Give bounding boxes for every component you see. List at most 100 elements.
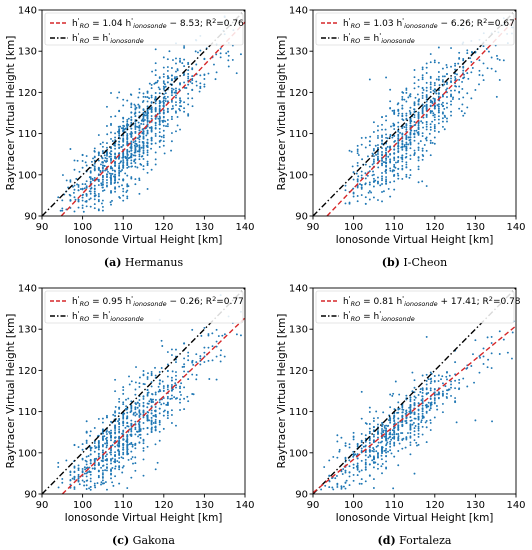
data-point bbox=[448, 374, 451, 377]
data-point bbox=[409, 432, 412, 434]
data-point bbox=[409, 426, 412, 429]
data-point bbox=[178, 108, 181, 110]
data-point bbox=[450, 81, 452, 84]
data-point bbox=[219, 360, 222, 363]
data-point bbox=[103, 159, 106, 162]
data-point bbox=[162, 385, 165, 388]
data-point bbox=[179, 398, 181, 401]
data-point bbox=[134, 402, 137, 405]
data-point bbox=[134, 108, 137, 111]
data-point bbox=[207, 72, 210, 75]
data-point bbox=[103, 164, 106, 167]
data-point bbox=[421, 153, 424, 156]
data-point bbox=[425, 86, 428, 89]
data-point bbox=[430, 401, 433, 404]
data-point bbox=[136, 144, 139, 147]
data-point bbox=[122, 386, 125, 389]
data-point bbox=[328, 475, 331, 477]
data-point bbox=[61, 478, 64, 480]
data-point bbox=[397, 121, 400, 124]
data-point bbox=[150, 428, 153, 431]
data-point bbox=[392, 124, 395, 127]
data-point bbox=[166, 375, 169, 378]
data-point bbox=[481, 74, 484, 77]
data-point bbox=[214, 78, 217, 81]
data-point bbox=[371, 459, 374, 462]
data-point bbox=[146, 119, 149, 122]
data-point bbox=[93, 482, 96, 485]
data-point bbox=[187, 63, 190, 66]
data-point bbox=[85, 420, 88, 423]
data-point bbox=[367, 456, 370, 459]
data-point bbox=[118, 178, 121, 181]
data-point bbox=[405, 134, 408, 137]
data-point bbox=[71, 477, 74, 480]
data-point bbox=[223, 333, 226, 336]
data-point bbox=[198, 90, 201, 93]
data-point bbox=[413, 87, 416, 90]
data-point bbox=[430, 380, 433, 383]
data-point bbox=[352, 431, 355, 434]
data-point bbox=[110, 439, 112, 442]
data-point bbox=[401, 408, 404, 411]
data-point bbox=[101, 417, 104, 420]
data-point bbox=[345, 479, 348, 482]
data-point bbox=[130, 380, 133, 383]
data-point bbox=[101, 161, 104, 164]
data-point bbox=[137, 423, 140, 425]
data-point bbox=[122, 448, 125, 451]
data-point bbox=[162, 129, 165, 132]
data-point bbox=[127, 117, 130, 120]
data-point bbox=[164, 120, 167, 123]
data-point bbox=[391, 437, 394, 439]
data-point bbox=[138, 177, 141, 180]
data-point bbox=[215, 378, 218, 381]
data-point bbox=[150, 83, 153, 86]
data-point bbox=[393, 173, 396, 176]
data-point bbox=[478, 83, 480, 86]
data-point bbox=[191, 75, 194, 78]
panel-caption: (d) Fortaleza bbox=[378, 534, 452, 547]
data-point bbox=[377, 454, 379, 457]
data-point bbox=[360, 449, 363, 452]
data-point bbox=[441, 390, 444, 393]
data-point bbox=[195, 378, 198, 381]
data-point bbox=[134, 120, 137, 123]
data-point bbox=[467, 77, 470, 80]
data-point bbox=[421, 97, 424, 99]
data-point bbox=[142, 395, 145, 398]
data-point bbox=[381, 136, 383, 138]
data-point bbox=[389, 133, 392, 136]
data-point bbox=[166, 351, 169, 353]
data-point bbox=[122, 451, 125, 454]
data-point bbox=[335, 475, 338, 477]
data-point bbox=[405, 89, 408, 91]
data-point bbox=[158, 123, 161, 126]
data-point bbox=[511, 331, 514, 334]
data-point bbox=[368, 183, 371, 186]
data-point bbox=[154, 366, 156, 369]
data-point bbox=[154, 102, 157, 105]
data-point bbox=[162, 102, 165, 105]
data-point bbox=[89, 180, 92, 183]
data-point bbox=[119, 161, 122, 164]
data-point bbox=[407, 432, 409, 434]
data-point bbox=[114, 157, 117, 160]
data-point bbox=[122, 417, 125, 420]
data-point bbox=[138, 91, 141, 94]
data-point bbox=[162, 82, 165, 84]
data-point bbox=[88, 466, 91, 469]
data-point bbox=[356, 164, 359, 167]
data-point bbox=[441, 394, 444, 397]
x-tick-label: 130 bbox=[195, 222, 214, 233]
data-point bbox=[381, 422, 383, 424]
data-point bbox=[421, 401, 424, 404]
data-point bbox=[397, 435, 400, 438]
data-point bbox=[116, 460, 119, 462]
data-point bbox=[158, 115, 161, 118]
data-point bbox=[360, 478, 363, 481]
data-point bbox=[377, 436, 379, 439]
data-point bbox=[417, 422, 420, 425]
data-point bbox=[138, 441, 141, 444]
data-point bbox=[409, 118, 412, 121]
